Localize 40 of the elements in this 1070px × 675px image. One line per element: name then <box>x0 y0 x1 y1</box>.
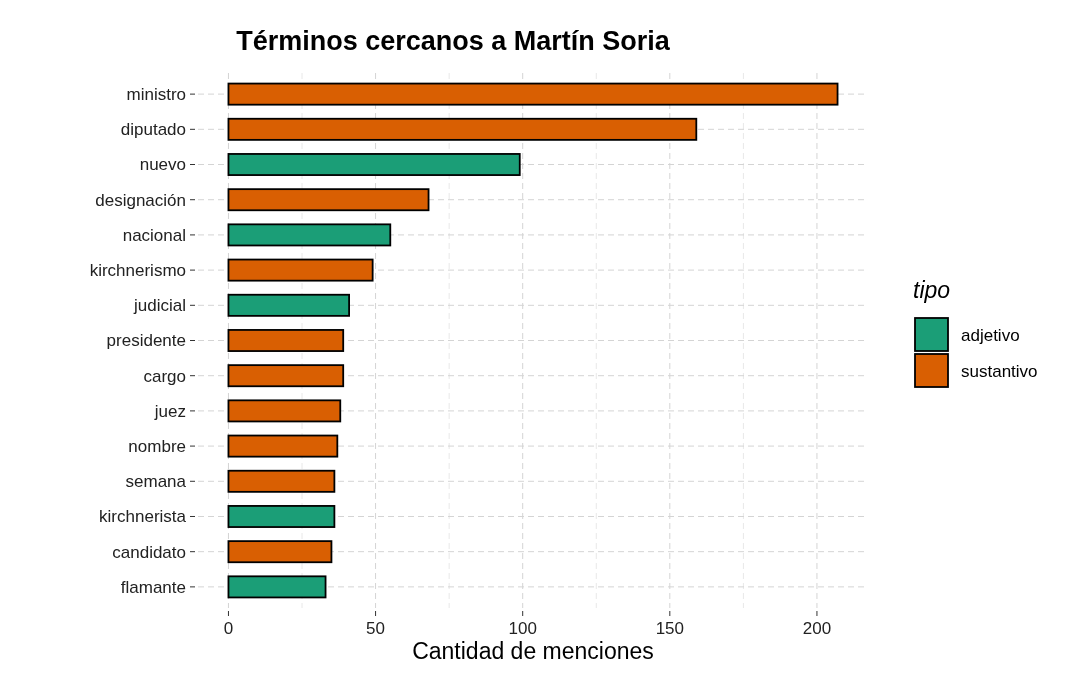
bar <box>227 117 698 141</box>
y-tick-label: juez <box>153 401 186 421</box>
y-tick-label: presidente <box>106 331 186 351</box>
legend-label: sustantivo <box>961 361 1038 381</box>
y-tick-label: cargo <box>143 366 186 386</box>
bar <box>227 575 327 599</box>
y-tick-label: judicial <box>133 296 186 316</box>
legend-title: tipo <box>913 277 951 303</box>
x-tick-label: 50 <box>366 619 386 638</box>
y-tick-label: nacional <box>122 225 186 245</box>
y-tick-label: ministro <box>126 85 186 105</box>
bar <box>227 82 839 106</box>
bar <box>227 364 345 388</box>
bar <box>227 293 350 317</box>
bar <box>227 188 430 212</box>
y-tick-label: semana <box>125 472 187 492</box>
y-tick-label: diputado <box>120 120 186 140</box>
y-tick-label: candidato <box>112 542 186 562</box>
y-tick-label: flamante <box>120 577 186 597</box>
chart-title: Términos cercanos a Martín Soria <box>236 26 671 56</box>
bar <box>227 540 333 564</box>
x-axis-title: Cantidad de menciones <box>412 638 654 664</box>
bar <box>227 469 336 493</box>
y-tick-label: designación <box>95 190 186 210</box>
bar <box>227 223 392 247</box>
bar <box>227 329 345 352</box>
bar <box>227 153 521 176</box>
y-tick-label: nombre <box>128 437 186 457</box>
x-tick-label: 150 <box>655 619 685 638</box>
x-tick-label: 200 <box>802 619 832 638</box>
x-tick-label: 100 <box>508 619 537 638</box>
bar <box>227 434 339 458</box>
bar <box>227 258 374 282</box>
y-tick-label: kirchnerista <box>99 507 187 527</box>
y-tick-label: nuevo <box>139 155 186 175</box>
y-tick-label: kirchnerismo <box>89 261 186 281</box>
bar <box>227 505 336 528</box>
x-tick-label: 0 <box>223 619 234 638</box>
bar <box>227 399 342 423</box>
legend-label: adjetivo <box>961 325 1020 345</box>
